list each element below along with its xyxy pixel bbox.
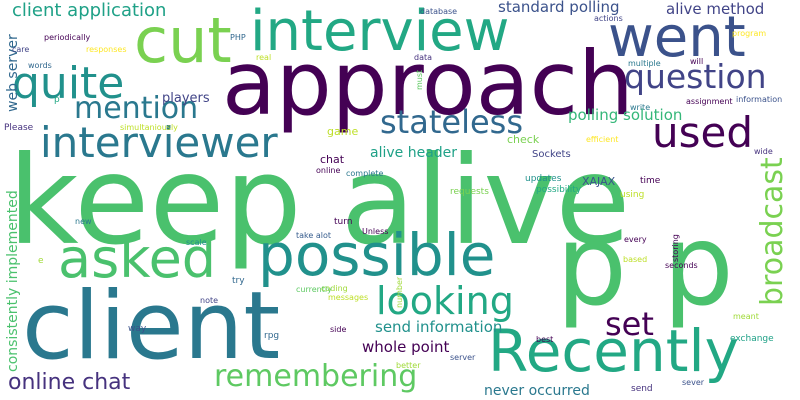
word-quite: quite <box>12 58 125 109</box>
word-time: time <box>640 176 661 186</box>
word-possibility: possibility <box>536 185 582 195</box>
word-better: better <box>396 361 421 370</box>
word-rpg: rpg <box>264 331 280 341</box>
word-consistently-implemented: consistently implemented <box>5 190 21 372</box>
word-information: information <box>736 95 783 104</box>
word-p-p: p p <box>556 201 734 331</box>
word-care: care <box>12 45 30 54</box>
word-online: online <box>316 166 341 175</box>
word-periodically: periodically <box>44 33 91 42</box>
word-meant: meant <box>733 312 759 321</box>
word-online-chat: online chat <box>8 370 131 395</box>
word-client-application: client application <box>12 0 167 21</box>
word-sockets: Sockets <box>532 149 571 160</box>
word-will: will <box>690 57 704 66</box>
word-data: data <box>414 53 433 62</box>
word-take-alot: take alot <box>296 231 332 240</box>
word-side: side <box>330 325 347 334</box>
word-send: send <box>631 384 653 394</box>
word-players: players <box>162 91 210 106</box>
word-xajax: XAJAX <box>582 175 616 188</box>
word-interviewer: interviewer <box>40 118 278 167</box>
word-efficient: efficient <box>586 135 619 144</box>
word-requests: requests <box>450 187 489 197</box>
word-send-information: send information <box>375 318 503 336</box>
word-used: used <box>652 108 754 157</box>
word-best: best <box>536 335 554 344</box>
word-possible: possible <box>258 221 496 289</box>
word-write: write <box>630 103 651 112</box>
word-real: real <box>256 53 272 62</box>
word-standard-polling: standard polling <box>498 0 620 16</box>
word-broadcast: broadcast <box>755 157 790 306</box>
word-using: using <box>620 190 645 200</box>
word-polling-solution: polling solution <box>568 106 683 124</box>
word-new: new <box>75 217 92 226</box>
word-messages: messages <box>328 293 369 302</box>
word-actions: actions <box>594 14 623 23</box>
word-wide: wide <box>754 147 773 156</box>
word-turn: turn <box>334 217 353 227</box>
word-sever: sever <box>682 378 705 387</box>
word-game: game <box>327 125 359 138</box>
word-set: set <box>605 305 654 343</box>
word-client: client <box>22 272 281 381</box>
word-responses: responses <box>86 45 127 54</box>
word-never-occurred: never occurred <box>484 383 590 399</box>
word-complete: complete <box>346 169 384 178</box>
word-alive-method: alive method <box>666 0 765 18</box>
word-scale: scale <box>186 238 207 247</box>
word-keep-alive: keep alive <box>8 130 631 272</box>
word-exchange: exchange <box>730 334 774 344</box>
word-number: number <box>395 276 404 308</box>
word-looking: looking <box>376 279 514 323</box>
word-updates: updates <box>525 174 562 184</box>
word-asked: asked <box>58 227 217 290</box>
word-assignment: assignment <box>686 97 733 106</box>
word-based: based <box>623 255 648 264</box>
word-multiple: multiple <box>628 59 661 68</box>
word-way: way <box>128 324 147 334</box>
word-went: went <box>608 5 746 70</box>
word-remembering: remembering <box>214 359 418 394</box>
word-every: every <box>624 235 647 244</box>
word-approach: approach <box>222 32 634 135</box>
word-stateless: stateless <box>380 103 523 141</box>
word-please: Please <box>4 123 34 133</box>
word-must: must <box>415 69 424 90</box>
word-e: e <box>38 256 44 266</box>
word-try: try <box>232 276 245 286</box>
word-question: question <box>624 57 767 96</box>
word-chat: chat <box>320 153 345 166</box>
word-check: check <box>507 133 540 146</box>
word-cut: cut <box>134 4 232 77</box>
word-mention: mention <box>74 91 199 126</box>
word-note: note <box>200 296 219 305</box>
word-php: PHP <box>230 33 246 42</box>
word-alive-header: alive header <box>370 145 458 161</box>
word-server: server <box>450 353 476 362</box>
word-currently: currently <box>296 285 332 294</box>
word-interview: interview <box>250 0 510 64</box>
word-p: p <box>54 95 60 105</box>
word-coding: coding <box>321 284 348 293</box>
word-whole-point: whole point <box>362 338 450 356</box>
word-unless: Unless <box>362 227 389 236</box>
word-recently: Recently <box>488 317 739 385</box>
word-words: words <box>28 61 52 70</box>
word-seconds: seconds <box>665 261 698 270</box>
word-simultaniously: simultaniously <box>120 123 178 132</box>
word-program: program <box>732 29 767 38</box>
word-storing: storing <box>671 234 680 262</box>
word-database: database <box>420 7 458 16</box>
